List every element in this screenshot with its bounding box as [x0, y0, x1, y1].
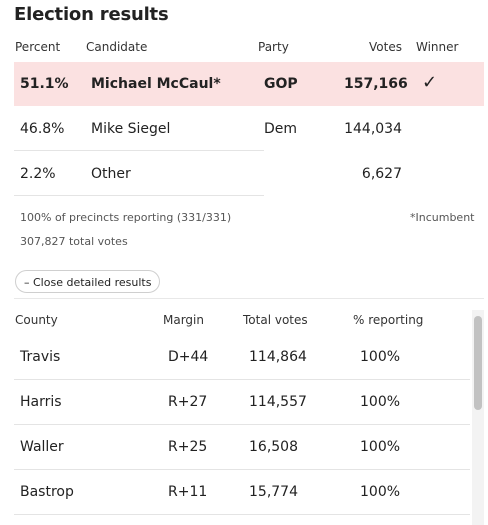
- county-total-votes: 15,774: [249, 484, 298, 500]
- incumbent-note: *Incumbent: [410, 211, 475, 224]
- close-detailed-results-button[interactable]: – Close detailed results: [15, 270, 161, 293]
- county-row: Harris R+27 114,557 100%: [14, 379, 470, 425]
- candidate-percent: 2.2%: [20, 166, 56, 182]
- candidate-percent: 51.1%: [20, 76, 69, 92]
- candidate-name: Mike Siegel: [91, 121, 171, 137]
- header-percent: Percent: [15, 40, 61, 54]
- county-margin: R+27: [168, 394, 208, 410]
- county-total-votes: 114,557: [249, 394, 307, 410]
- candidate-votes: 144,034: [344, 121, 402, 137]
- header-votes: Votes: [369, 40, 402, 54]
- header-margin: Margin: [163, 313, 204, 327]
- candidate-row: 2.2% Other 6,627: [14, 152, 484, 196]
- winner-check-icon: ✓: [422, 72, 438, 93]
- header-party: Party: [258, 40, 289, 54]
- total-votes-note: 307,827 total votes: [20, 235, 128, 248]
- county-margin: D+44: [168, 349, 209, 365]
- county-name: Travis: [20, 349, 61, 365]
- county-row: Waller R+25 16,508 100%: [14, 424, 470, 470]
- county-reporting: 100%: [360, 484, 401, 500]
- header-winner: Winner: [416, 40, 459, 54]
- county-name: Harris: [20, 394, 62, 410]
- page-title: Election results: [14, 4, 169, 25]
- county-name: Bastrop: [20, 484, 74, 500]
- county-total-votes: 114,864: [249, 349, 307, 365]
- candidate-name: Other: [91, 166, 131, 182]
- divider: [14, 298, 484, 299]
- candidate-name: Michael McCaul*: [91, 76, 221, 92]
- county-margin: R+25: [168, 439, 208, 455]
- row-divider: [14, 195, 264, 196]
- candidate-party: Dem: [264, 121, 298, 137]
- county-scrollbar-thumb[interactable]: [474, 316, 482, 410]
- county-row: Bastrop R+11 15,774 100%: [14, 469, 470, 515]
- candidate-percent: 46.8%: [20, 121, 65, 137]
- precincts-note: 100% of precincts reporting (331/331): [20, 211, 232, 224]
- header-total-votes: Total votes: [243, 313, 308, 327]
- candidate-votes: 6,627: [361, 166, 402, 182]
- county-margin: R+11: [168, 484, 208, 500]
- county-name: Waller: [20, 439, 64, 455]
- county-reporting: 100%: [360, 394, 401, 410]
- row-divider: [14, 150, 264, 151]
- county-row: Travis D+44 114,864 100%: [14, 334, 470, 380]
- candidate-votes: 157,166: [344, 76, 408, 92]
- county-total-votes: 16,508: [249, 439, 298, 455]
- header-reporting: % reporting: [353, 313, 424, 327]
- county-reporting: 100%: [360, 439, 401, 455]
- header-candidate: Candidate: [86, 40, 148, 54]
- candidate-row: 46.8% Mike Siegel Dem 144,034: [14, 107, 484, 151]
- header-county: County: [15, 313, 58, 327]
- candidate-row: 51.1% Michael McCaul* GOP 157,166 ✓: [14, 62, 484, 106]
- candidate-party: GOP: [264, 76, 298, 92]
- county-reporting: 100%: [360, 349, 401, 365]
